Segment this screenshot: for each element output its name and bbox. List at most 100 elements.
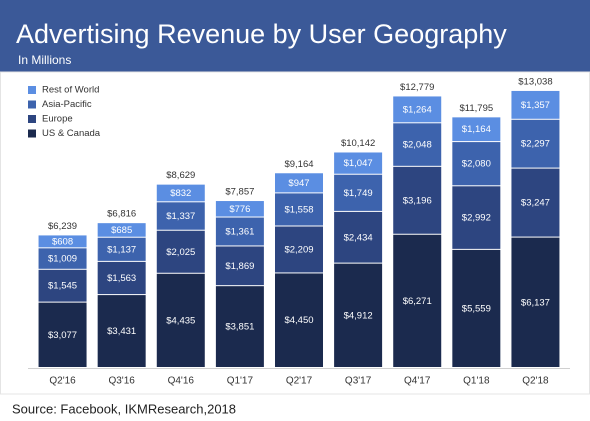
value-label: $1,563 [107, 273, 136, 284]
x-tick-label: Q3'16 [108, 376, 135, 387]
value-label: $1,361 [225, 227, 254, 238]
bar-segment [511, 90, 560, 119]
bar-segment [452, 142, 501, 186]
bar-segment [156, 273, 205, 367]
value-label: $1,558 [284, 204, 313, 215]
bar-segment [275, 173, 323, 193]
bar-segment [275, 226, 323, 273]
bar-segment [97, 295, 146, 367]
bar-segment [38, 235, 87, 248]
legend-swatch [28, 115, 36, 123]
x-tick-label: Q2'17 [286, 376, 313, 387]
value-label: $3,851 [225, 322, 254, 333]
bar-segment [215, 246, 264, 286]
bar-segment [38, 302, 87, 367]
bar-segment [97, 261, 146, 295]
bar-segment [156, 230, 205, 273]
bar-segment [393, 123, 442, 166]
total-label: $13,038 [518, 76, 552, 87]
total-label: $8,629 [166, 170, 195, 181]
value-label: $4,912 [344, 310, 373, 321]
x-tick-label: Q3'17 [345, 376, 372, 387]
legend-swatch [28, 100, 36, 109]
bar-segment [511, 119, 560, 168]
legend-label: Rest of World [42, 85, 99, 96]
legend-label: Asia-Pacific [42, 99, 92, 110]
value-label: $1,337 [166, 211, 195, 222]
chart-title: Advertising Revenue by User Geography [16, 19, 507, 49]
legend-label: US & Canada [42, 128, 101, 139]
value-label: $2,080 [462, 159, 491, 170]
value-label: $947 [288, 178, 309, 189]
total-label: $10,142 [341, 138, 375, 149]
bar-segment [215, 201, 264, 217]
x-tick-label: Q1'18 [463, 376, 490, 387]
bar-segment [215, 286, 264, 367]
legend-label: Europe [42, 114, 73, 125]
bar-segment [334, 211, 383, 263]
value-label: $2,297 [521, 139, 550, 150]
bar-segment [452, 186, 501, 249]
value-label: $608 [52, 236, 73, 247]
value-label: $1,357 [521, 100, 550, 111]
value-label: $2,048 [403, 140, 432, 151]
x-tick-label: Q2'16 [49, 376, 76, 387]
bar-segment [334, 263, 383, 367]
bar-segment [393, 166, 442, 234]
x-tick-label: Q4'17 [404, 376, 431, 387]
value-label: $685 [111, 225, 132, 236]
value-label: $3,196 [403, 195, 432, 206]
bar-segment [511, 168, 560, 237]
bar-segment [334, 152, 383, 174]
total-label: $12,779 [400, 82, 434, 93]
value-label: $1,047 [344, 158, 373, 169]
value-label: $5,559 [462, 303, 491, 314]
legend-swatch [28, 86, 36, 94]
value-label: $3,431 [107, 326, 136, 337]
bar-segment [156, 184, 205, 202]
value-label: $1,545 [48, 281, 77, 292]
value-label: $3,077 [48, 330, 77, 341]
value-label: $2,992 [462, 213, 491, 224]
x-tick-label: Q4'16 [168, 376, 195, 387]
bar-segment [334, 174, 383, 211]
bar-segment [38, 248, 87, 269]
bar-segment [38, 269, 87, 302]
value-label: $6,271 [403, 296, 432, 307]
value-label: $4,450 [284, 315, 313, 326]
value-label: $3,247 [521, 198, 550, 209]
value-label: $1,009 [48, 254, 77, 265]
x-tick-label: Q2'18 [522, 376, 549, 387]
bar-segment [393, 96, 442, 123]
total-label: $9,164 [284, 159, 313, 170]
value-label: $1,137 [107, 244, 136, 255]
header-banner [0, 0, 590, 72]
legend-swatch [28, 129, 36, 138]
value-label: $2,025 [166, 247, 195, 258]
value-label: $2,434 [344, 232, 373, 243]
value-label: $4,435 [166, 315, 195, 326]
bar-segment [97, 223, 146, 237]
x-tick-label: Q1'17 [227, 376, 254, 387]
bar-segment [97, 237, 146, 261]
bar-segment [156, 202, 205, 230]
value-label: $6,137 [521, 297, 550, 308]
bar-segment [452, 249, 501, 367]
total-label: $11,795 [460, 103, 494, 114]
total-label: $7,857 [225, 187, 254, 198]
value-label: $1,264 [403, 104, 432, 115]
value-label: $776 [229, 204, 250, 215]
value-label: $832 [170, 188, 191, 199]
value-label: $1,869 [225, 261, 254, 272]
bar-segment [452, 117, 501, 142]
bar-segment [275, 273, 323, 367]
bar-segment [215, 217, 264, 246]
source-note: Source: Facebook, IKMResearch,2018 [12, 401, 236, 416]
chart-subtitle: In Millions [18, 53, 71, 67]
bar-segment [275, 193, 323, 226]
total-label: $6,816 [107, 209, 136, 220]
bar-segment [511, 237, 560, 367]
bar-segment [393, 234, 442, 367]
value-label: $2,209 [284, 244, 313, 255]
